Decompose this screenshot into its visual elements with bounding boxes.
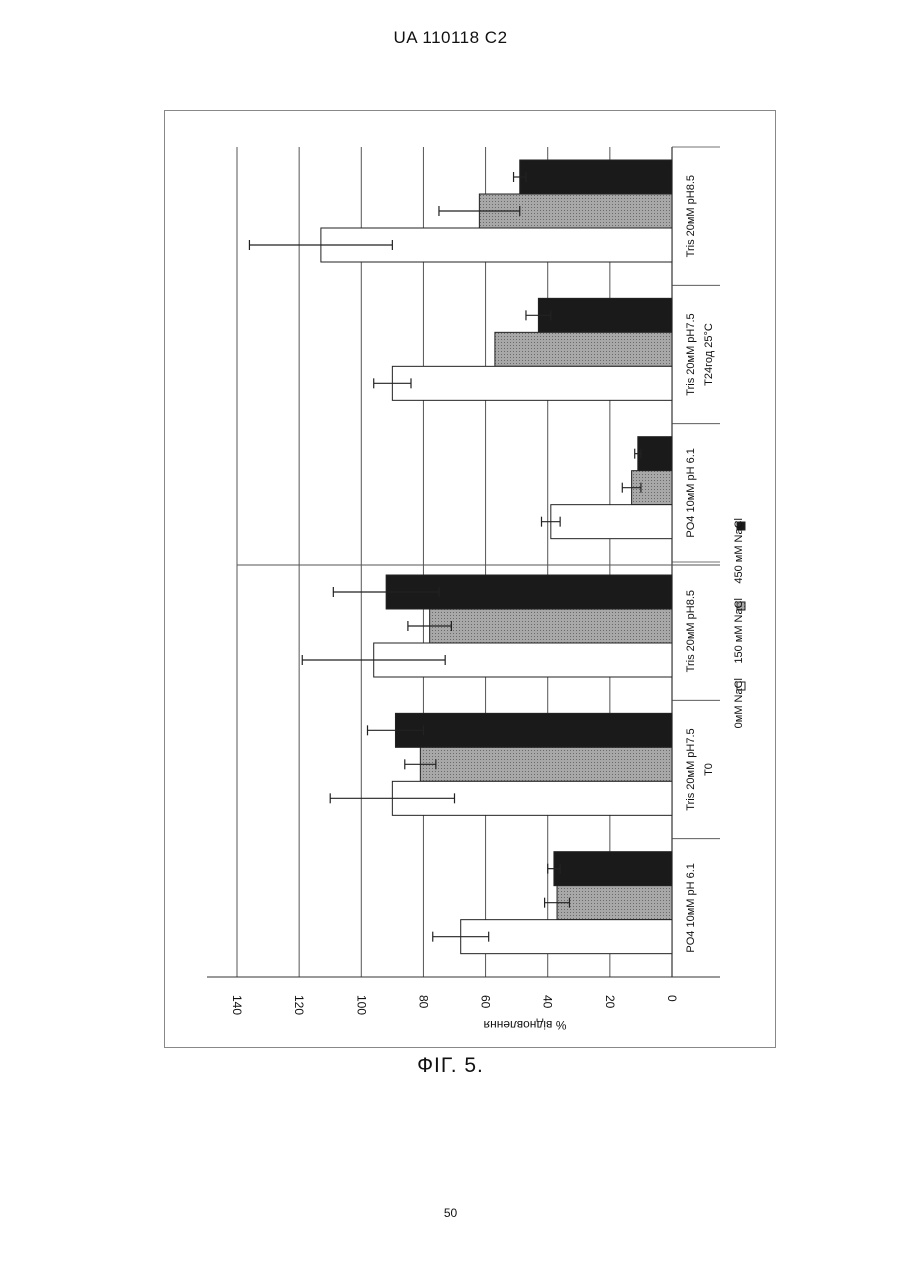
value-axis-label: % відновлення: [484, 1018, 567, 1032]
bar-0-3: [551, 505, 672, 539]
legend-label-0: 0мМ NaCl: [733, 678, 745, 728]
bar-1-1: [420, 747, 672, 781]
tick-label-120: 120: [292, 995, 306, 1015]
tick-label-40: 40: [541, 995, 555, 1009]
category-label-1: Tris 20мМ pH7.5: [685, 728, 697, 810]
bar-2-0: [554, 852, 672, 886]
bar-0-4: [392, 366, 672, 400]
bar-1-2: [430, 609, 672, 643]
category-label-2: Tris 20мМ pH8.5: [685, 590, 697, 672]
figure-caption: ФІГ. 5.: [0, 1054, 901, 1078]
bar-2-3: [638, 437, 672, 471]
legend-label-1: 150 мМ NaCl: [733, 598, 745, 664]
bar-2-1: [395, 713, 672, 747]
bar-2-5: [520, 160, 672, 194]
tick-label-140: 140: [230, 995, 244, 1015]
group-label-1: T24год 25°C: [703, 323, 715, 386]
bar-chart: 0 20 40 60 80 100 120 140 % відновлення PO4 10мМ …: [165, 111, 777, 1049]
category-label-0: PO4 10мМ pH 6.1: [685, 863, 697, 953]
legend-label-2: 450 мМ NaCl: [733, 518, 745, 584]
tick-label-0: 0: [665, 995, 679, 1002]
category-label-5: Tris 20мМ pH8.5: [685, 175, 697, 257]
tick-label-20: 20: [603, 995, 617, 1009]
category-label-4: Tris 20мМ pH7.5: [685, 313, 697, 395]
bar-1-4: [495, 332, 672, 366]
category-label-3: PO4 10мМ pH 6.1: [685, 448, 697, 538]
patent-header: UA 110118 C2: [0, 28, 901, 48]
tick-label-60: 60: [479, 995, 493, 1009]
page-number: 50: [0, 1206, 901, 1220]
tick-label-80: 80: [416, 995, 430, 1009]
tick-label-100: 100: [354, 995, 368, 1015]
chart-frame: 0 20 40 60 80 100 120 140 % відновлення PO4 10мМ …: [164, 110, 776, 1048]
bar-0-0: [461, 920, 672, 954]
bar-1-0: [557, 886, 672, 920]
group-label-0: T0: [703, 763, 715, 776]
bar-2-4: [538, 298, 672, 332]
